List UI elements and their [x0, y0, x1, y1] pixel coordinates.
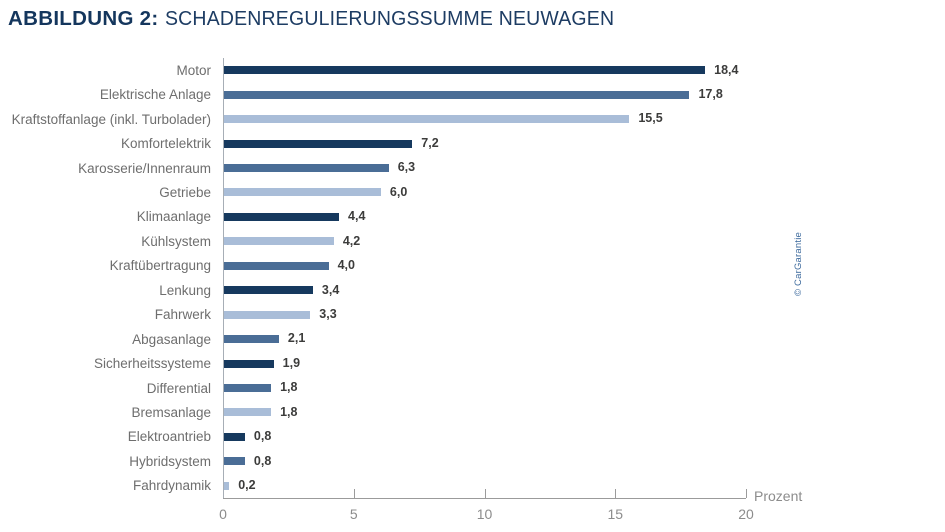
- x-axis-tick-label: 15: [607, 506, 624, 522]
- chart-row: Kraftstoffanlage (inkl. Turbolader) 15,5: [0, 107, 945, 131]
- bar-value-label: 3,3: [319, 307, 337, 321]
- x-axis-tick-label: 0: [219, 506, 227, 522]
- figure-number-label: ABBILDUNG 2:: [8, 7, 159, 30]
- bar: [224, 432, 245, 441]
- category-label: Komfortelektrik: [120, 136, 211, 152]
- chart-row: Kühlsystem 4,2: [0, 229, 945, 253]
- bar: [224, 237, 334, 246]
- copyright-credit: © CarGarantie: [793, 232, 804, 296]
- x-axis-line: [223, 498, 746, 499]
- bar-value-label: 6,3: [397, 160, 416, 175]
- category-label: Sicherheitssysteme: [93, 356, 211, 372]
- chart-row: Elektroantrieb 0,8: [0, 425, 945, 449]
- category-label: Elektrische Anlage: [99, 87, 211, 103]
- category-label: Elektroantrieb: [127, 429, 211, 445]
- bar-value-label: 15,5: [638, 111, 663, 126]
- bar: [224, 66, 706, 75]
- chart-row: Kraftübertragung 4,0: [0, 254, 945, 278]
- category-label: Kraftübertragung: [109, 258, 211, 274]
- figure-title: ABBILDUNG 2: SCHADENREGULIERUNGSSUMME NE…: [8, 6, 637, 32]
- bar-value-label: 1,8: [280, 404, 298, 419]
- category-label: Karosserie/Innenraum: [78, 160, 211, 176]
- y-axis-line: [223, 58, 224, 499]
- chart-row: Differential 1,8: [0, 376, 945, 400]
- x-axis-tick: [353, 489, 355, 498]
- chart-row: Fahrdynamik 0,2: [0, 474, 945, 498]
- bar-value-label: 18,4: [714, 62, 739, 77]
- chart-row: Abgasanlage 2,1: [0, 327, 945, 351]
- category-label: Kühlsystem: [141, 233, 211, 249]
- bar: [224, 335, 279, 344]
- chart-row: Karosserie/Innenraum 6,3: [0, 156, 945, 180]
- bar: [224, 188, 381, 197]
- category-label: Abgasanlage: [132, 331, 211, 347]
- bar-value-label: 0,2: [238, 478, 256, 493]
- bar: [224, 384, 272, 393]
- category-label: Klimaanlage: [136, 209, 211, 225]
- category-label: Hybridsystem: [129, 453, 211, 469]
- chart-row: Bremsanlage 1,8: [0, 400, 945, 424]
- bar: [224, 139, 413, 148]
- category-label: Fahrwerk: [154, 307, 211, 323]
- chart-row: Komfortelektrik 7,2: [0, 131, 945, 155]
- chart-row: Sicherheitssysteme 1,9: [0, 351, 945, 375]
- bar: [224, 481, 230, 490]
- category-label: Differential: [146, 380, 211, 396]
- bar: [224, 457, 245, 466]
- x-axis-tick-label: 20: [738, 506, 754, 522]
- bar: [224, 261, 329, 270]
- chart-row: Hybridsystem 0,8: [0, 449, 945, 473]
- bar-value-label: 2,1: [287, 331, 306, 346]
- x-axis-tick: [615, 489, 617, 498]
- bar-value-label: 0,8: [253, 453, 272, 468]
- bar: [224, 359, 274, 368]
- bar-value-label: 4,4: [348, 209, 366, 224]
- category-label: Getriebe: [159, 184, 211, 200]
- bar-value-label: 4,0: [337, 258, 355, 273]
- chart-row: Getriebe 6,0: [0, 180, 945, 204]
- x-axis-tick: [484, 489, 486, 498]
- bar: [224, 310, 311, 319]
- chart-row: Fahrwerk 3,3: [0, 303, 945, 327]
- category-label: Fahrdynamik: [132, 478, 211, 494]
- bar: [224, 115, 630, 124]
- chart-row: Klimaanlage 4,4: [0, 205, 945, 229]
- bar-value-label: 17,8: [698, 86, 723, 101]
- x-axis-tick: [746, 489, 747, 498]
- x-axis-title: Prozent: [754, 488, 803, 504]
- category-label: Kraftstoffanlage (inkl. Turbolader): [11, 111, 211, 127]
- category-label: Motor: [176, 62, 211, 78]
- bar-value-label: 4,2: [342, 233, 361, 248]
- bar-value-label: 0,8: [253, 429, 272, 444]
- category-label: Lenkung: [159, 282, 211, 298]
- bar-value-label: 1,8: [280, 380, 298, 395]
- category-label: Bremsanlage: [131, 405, 211, 421]
- x-axis-tick-label: 5: [349, 506, 358, 522]
- bar-value-label: 7,2: [421, 135, 439, 150]
- figure-caption: SCHADENREGULIERUNGSSUMME NEUWAGEN: [164, 7, 614, 30]
- chart-row: Lenkung 3,4: [0, 278, 945, 302]
- bar: [224, 212, 340, 221]
- bar: [224, 408, 272, 417]
- bar: [224, 90, 690, 99]
- x-axis-tick-label: 10: [476, 506, 493, 522]
- bar-value-label: 6,0: [389, 184, 408, 199]
- bar: [224, 163, 389, 172]
- bar-value-label: 3,4: [321, 282, 340, 297]
- bar-value-label: 1,9: [282, 355, 301, 370]
- chart-row: Motor 18,4: [0, 58, 945, 82]
- bar: [224, 286, 313, 295]
- chart-row: Elektrische Anlage 17,8: [0, 82, 945, 106]
